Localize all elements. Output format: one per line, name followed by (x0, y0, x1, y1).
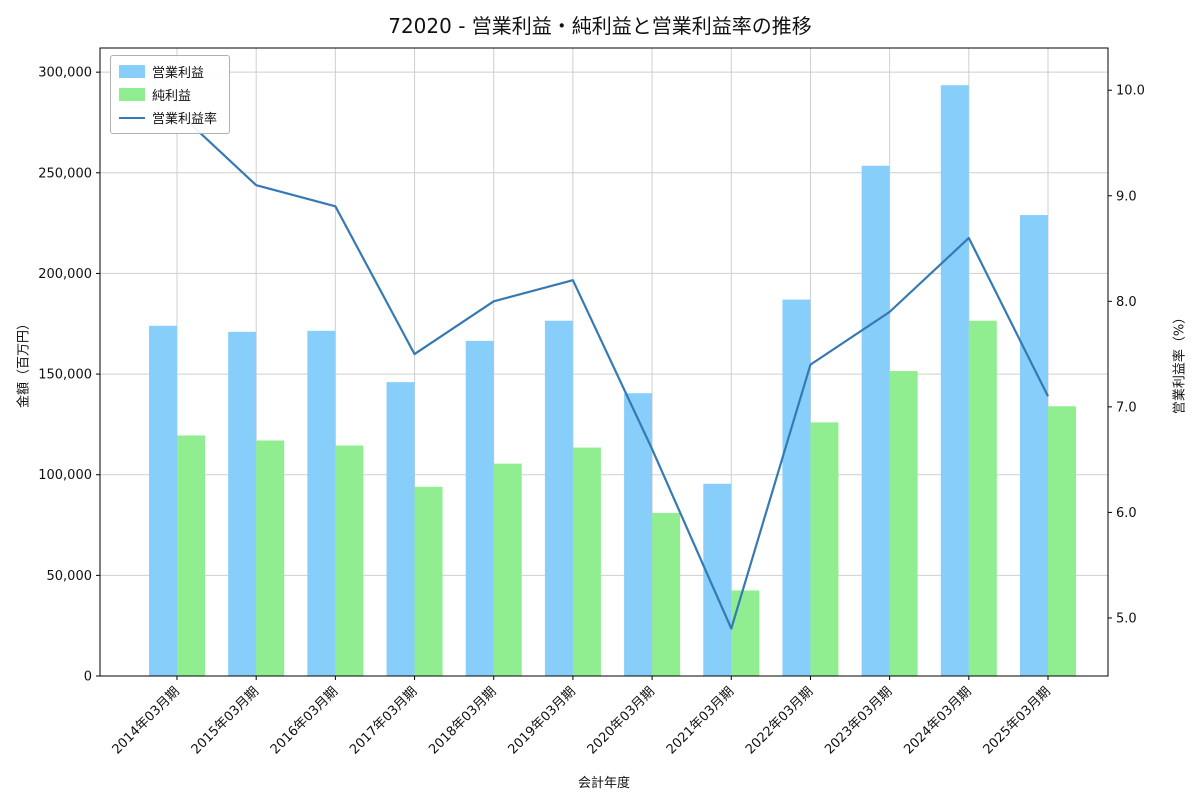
bar-net-profit (256, 440, 285, 676)
bar-operating-profit (149, 325, 177, 676)
x-tick-label: 2015年03月期 (189, 684, 262, 757)
plot-frame (99, 47, 1109, 677)
bars-operating-profit (149, 85, 1048, 677)
legend: 営業利益 純利益 営業利益率 (110, 55, 231, 134)
bar-net-profit (1048, 406, 1076, 676)
bar-operating-profit (861, 165, 890, 676)
legend-swatch-net-profit (119, 88, 145, 101)
line-operating-margin (176, 110, 1049, 630)
y-left-tick-label: 100,000 (38, 468, 92, 483)
bar-operating-profit (386, 382, 415, 676)
bar-operating-profit (782, 299, 811, 676)
bar-net-profit (493, 463, 522, 676)
x-tick-label: 2014年03月期 (110, 684, 183, 757)
y-left-tick-label: 200,000 (38, 267, 92, 282)
bar-operating-profit (1020, 215, 1048, 677)
x-axis-label: 会計年度 (577, 776, 630, 791)
x-tick-label: 2018年03月期 (426, 684, 499, 757)
y-right-tick-label: 5.0 (1116, 611, 1137, 626)
bars-net-profit (177, 320, 1076, 676)
legend-line-swatch-operating-margin (119, 116, 145, 119)
legend-item-net-profit: 純利益 (119, 85, 217, 104)
y-right-tick-label: 8.0 (1116, 295, 1137, 310)
bar-net-profit (177, 435, 205, 676)
bar-net-profit (810, 422, 839, 676)
x-tick-label: 2021年03月期 (664, 684, 737, 757)
legend-item-operating-margin: 営業利益率 (119, 108, 217, 127)
x-tick-label: 2025年03月期 (981, 684, 1054, 757)
y-left-tick-label: 50,000 (47, 569, 93, 584)
legend-label-net-profit: 純利益 (152, 89, 192, 104)
legend-label-operating-profit: 営業利益 (152, 66, 205, 81)
bar-net-profit (652, 512, 681, 676)
bar-operating-profit (624, 393, 653, 676)
y-right-tick-label: 9.0 (1116, 189, 1137, 204)
bar-operating-profit (228, 331, 257, 676)
x-tick-label: 2023年03月期 (822, 684, 895, 757)
bar-operating-profit (465, 340, 494, 676)
x-tick-label: 2022年03月期 (743, 684, 816, 757)
x-tick-label: 2019年03月期 (505, 684, 578, 757)
legend-label-operating-margin: 営業利益率 (152, 112, 218, 127)
x-tick-label: 2016年03月期 (268, 684, 341, 757)
bar-net-profit (968, 320, 997, 676)
legend-swatch-operating-profit (119, 65, 145, 78)
y-left-tick-label: 300,000 (38, 66, 92, 81)
y-left-tick-label: 250,000 (38, 166, 92, 181)
bar-operating-profit (703, 483, 732, 676)
bar-net-profit (335, 445, 364, 676)
tick-marks (96, 71, 1112, 680)
bar-operating-profit (307, 330, 336, 676)
y-right-tick-label: 10.0 (1116, 84, 1145, 99)
bar-net-profit (731, 590, 760, 676)
bar-operating-profit (940, 85, 969, 676)
bar-operating-profit (544, 320, 573, 676)
x-tick-label: 2017年03月期 (347, 684, 420, 757)
bar-net-profit (572, 447, 601, 676)
y-left-tick-label: 150,000 (38, 368, 92, 383)
x-tick-label: 2020年03月期 (585, 684, 658, 757)
x-tick-label: 2024年03月期 (901, 684, 974, 757)
y-right-tick-label: 7.0 (1116, 400, 1137, 415)
y-right-axis-label: 営業利益率（%） (1172, 310, 1188, 415)
chart-title: 72020 - 営業利益・純利益と営業利益率の推移 (388, 14, 812, 38)
y-left-tick-label: 0 (84, 670, 92, 685)
bar-net-profit (414, 486, 443, 676)
y-right-tick-label: 6.0 (1116, 506, 1137, 521)
bar-net-profit (889, 371, 918, 676)
y-left-axis-label: 金額（百万円） (16, 317, 32, 409)
legend-item-operating-profit: 営業利益 (119, 62, 217, 81)
